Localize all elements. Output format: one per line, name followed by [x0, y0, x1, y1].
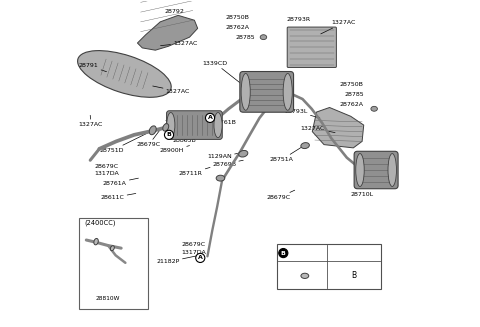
Text: 28679C: 28679C: [266, 190, 295, 200]
Text: 28900H: 28900H: [160, 146, 190, 153]
Ellipse shape: [78, 51, 171, 97]
Ellipse shape: [356, 154, 364, 186]
Text: 28679C: 28679C: [137, 128, 161, 147]
Text: 84145A: 84145A: [342, 250, 366, 256]
Polygon shape: [137, 15, 198, 50]
Ellipse shape: [239, 150, 248, 157]
Text: 28641A: 28641A: [293, 250, 317, 256]
Text: 28750B: 28750B: [339, 82, 363, 87]
FancyBboxPatch shape: [287, 27, 336, 67]
FancyBboxPatch shape: [79, 218, 147, 309]
Text: 28761A: 28761A: [103, 178, 138, 185]
Text: 28762A: 28762A: [225, 25, 249, 30]
Text: 28793R: 28793R: [287, 17, 311, 22]
Text: 1327AC: 1327AC: [79, 115, 103, 127]
Text: 28761B: 28761B: [208, 119, 236, 125]
Text: 28810W: 28810W: [96, 296, 120, 301]
Text: 28751A: 28751A: [270, 146, 302, 162]
FancyBboxPatch shape: [240, 72, 294, 112]
Text: 1327AC: 1327AC: [300, 126, 335, 132]
FancyBboxPatch shape: [167, 111, 222, 139]
Text: 28785: 28785: [345, 92, 364, 97]
Text: B: B: [351, 271, 356, 280]
Text: 1327AC: 1327AC: [321, 20, 356, 34]
Text: 21182P: 21182P: [156, 255, 199, 264]
Ellipse shape: [260, 35, 267, 40]
Text: 1317DA: 1317DA: [181, 250, 206, 254]
Text: 28865B: 28865B: [172, 136, 198, 143]
Ellipse shape: [283, 74, 292, 110]
Text: 1327AC: 1327AC: [160, 41, 198, 46]
Ellipse shape: [216, 175, 225, 181]
Text: 28751D: 28751D: [81, 245, 104, 260]
Text: 28762A: 28762A: [339, 102, 363, 107]
Polygon shape: [312, 108, 364, 148]
Circle shape: [205, 113, 215, 123]
Text: 28751D: 28751D: [100, 131, 150, 153]
Text: 28611C: 28611C: [100, 194, 136, 200]
Ellipse shape: [94, 238, 98, 245]
Ellipse shape: [163, 124, 168, 131]
Text: 1317DA: 1317DA: [94, 171, 119, 177]
Text: A: A: [208, 115, 213, 120]
Text: B: B: [281, 250, 286, 256]
Text: 1327AC: 1327AC: [153, 86, 190, 94]
Ellipse shape: [371, 106, 377, 111]
Text: 1129AN: 1129AN: [207, 153, 240, 160]
Circle shape: [279, 249, 288, 258]
Text: 28792: 28792: [164, 9, 184, 14]
FancyBboxPatch shape: [354, 151, 398, 189]
Ellipse shape: [110, 246, 114, 250]
Ellipse shape: [388, 154, 396, 186]
Text: B: B: [167, 132, 171, 137]
Text: 28679C: 28679C: [182, 242, 206, 248]
Text: 28711R: 28711R: [179, 167, 210, 176]
Text: A: A: [198, 255, 203, 260]
Text: 28750B: 28750B: [225, 15, 249, 20]
Ellipse shape: [149, 126, 156, 135]
Text: 28761A: 28761A: [97, 251, 120, 280]
Text: 28769B: 28769B: [212, 160, 243, 167]
FancyBboxPatch shape: [277, 244, 381, 289]
Ellipse shape: [241, 74, 250, 110]
Circle shape: [196, 253, 205, 263]
Text: 28791: 28791: [79, 63, 107, 72]
Ellipse shape: [301, 143, 310, 148]
Circle shape: [165, 130, 174, 139]
Text: 28710L: 28710L: [350, 192, 373, 197]
Ellipse shape: [301, 273, 309, 279]
Text: 28785: 28785: [235, 35, 255, 40]
Text: 28761B: 28761B: [165, 119, 193, 125]
Text: (2400CC): (2400CC): [84, 219, 116, 226]
Text: 28793L: 28793L: [284, 109, 320, 118]
Ellipse shape: [214, 112, 222, 138]
Text: 1339CD: 1339CD: [203, 61, 243, 85]
Text: 28679C: 28679C: [95, 164, 119, 169]
Ellipse shape: [167, 112, 175, 138]
